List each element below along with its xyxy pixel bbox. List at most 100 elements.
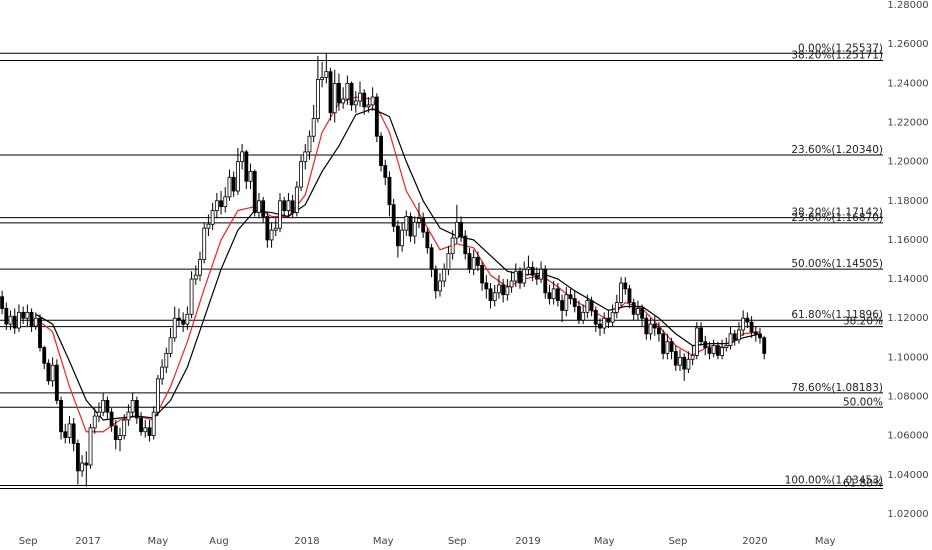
y-tick-label: 1.06000: [887, 431, 928, 442]
candle-body: [555, 288, 560, 301]
y-tick-label: 1.02000: [887, 509, 928, 520]
candle-body: [210, 210, 215, 225]
candle-body: [758, 333, 762, 339]
x-tick-label: May: [594, 536, 615, 547]
candle-body: [299, 161, 303, 188]
candle-body: [417, 218, 421, 223]
candle-body: [198, 259, 202, 276]
candle-body: [724, 345, 729, 348]
candle-body: [358, 92, 362, 102]
candle-body: [109, 411, 114, 427]
candle-body: [0, 296, 5, 309]
candle-body: [379, 135, 383, 166]
candle-body: [450, 237, 455, 255]
y-tick-label: 1.08000: [887, 391, 928, 402]
candle-body: [652, 323, 657, 329]
candle-body: [189, 278, 194, 315]
candle-body: [682, 356, 687, 370]
candle-body: [657, 327, 661, 335]
candle-body: [193, 274, 198, 280]
candle-body: [139, 417, 143, 433]
candle-body: [475, 257, 480, 266]
moving-average: [35, 96, 761, 433]
candle-body: [728, 333, 733, 347]
candle-body: [665, 341, 670, 354]
candle-body: [530, 266, 535, 276]
candle-body: [202, 227, 207, 260]
candle-body: [240, 151, 245, 163]
candle-body: [564, 294, 569, 311]
x-tick-label: 2018: [294, 536, 319, 547]
candle-body: [362, 92, 367, 108]
fib-label: 38.20%(1.17142): [791, 207, 883, 219]
candle-body: [168, 337, 173, 354]
fib-label: 38.20%: [843, 316, 883, 328]
candle-body: [551, 288, 556, 300]
candle-body: [345, 82, 350, 100]
candle-body: [703, 341, 708, 348]
candle-body: [534, 274, 539, 280]
candle-body: [151, 411, 156, 437]
candle-body: [442, 268, 447, 282]
y-tick-label: 1.14000: [887, 274, 928, 285]
candle-body: [627, 288, 632, 303]
candle-body: [467, 253, 472, 270]
candle-body: [438, 280, 442, 292]
candle-body: [4, 308, 9, 325]
candle-body: [223, 196, 228, 208]
candle-body: [311, 118, 316, 137]
candle-body: [269, 229, 274, 241]
candle-body: [12, 315, 17, 329]
candle-body: [370, 96, 375, 106]
candle-body: [303, 151, 308, 163]
candle-body: [686, 358, 691, 370]
candle-body: [155, 378, 160, 413]
candle-body: [206, 223, 211, 229]
candle-body: [602, 317, 607, 329]
candle-body: [635, 308, 640, 315]
x-tick-label: Sep: [448, 536, 467, 547]
candle-body: [539, 268, 543, 280]
y-tick-label: 1.22000: [887, 118, 928, 129]
candle-body: [71, 423, 76, 444]
candle-body: [181, 319, 186, 325]
candle-body: [67, 423, 72, 438]
candle-body: [113, 425, 118, 440]
candle-body: [387, 176, 392, 206]
candle-body: [38, 317, 42, 348]
candle-body: [488, 288, 493, 301]
candle-body: [513, 270, 518, 282]
candle-body: [745, 317, 750, 323]
candle-body: [669, 341, 674, 352]
candle-body: [349, 82, 354, 106]
candle-body: [395, 225, 400, 247]
candle-body: [315, 79, 320, 119]
candle-body: [54, 364, 59, 401]
candle-body: [614, 302, 619, 313]
candle-body: [753, 331, 758, 335]
y-tick-label: 1.12000: [887, 313, 928, 324]
candle-body: [341, 98, 346, 104]
candle-body: [623, 282, 628, 290]
candle-body: [324, 71, 329, 78]
candle-body: [92, 415, 97, 429]
candle-body: [63, 431, 68, 438]
y-tick-label: 1.04000: [887, 470, 928, 481]
fib-label: 0.00%(1.25537): [798, 42, 883, 54]
candle-body: [699, 327, 703, 343]
candle-body: [50, 364, 55, 382]
candle-body: [273, 227, 278, 231]
candle-body: [593, 309, 598, 325]
candle-body: [640, 308, 645, 319]
x-tick-label: 2017: [75, 536, 100, 547]
candle-body: [606, 317, 611, 323]
candle-body: [84, 462, 89, 466]
candle-body: [454, 221, 459, 239]
candle-body: [391, 204, 396, 227]
candle-body: [711, 345, 716, 354]
candle-body: [400, 229, 405, 247]
candle-body: [59, 400, 63, 433]
candle-body: [762, 337, 767, 354]
candle-body: [122, 419, 127, 437]
candle-body: [261, 200, 266, 217]
